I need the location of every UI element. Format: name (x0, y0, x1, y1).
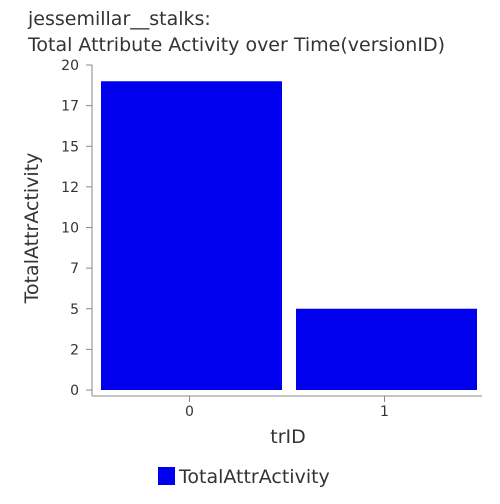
y-axis-label: TotalAttrActivity (21, 153, 43, 305)
bar-1 (296, 308, 477, 390)
y-axis: 0 2 5 7 10 12 15 17 20 (61, 58, 93, 399)
bars (101, 81, 477, 390)
legend-label: TotalAttrActivity (178, 466, 330, 488)
bar-0 (101, 81, 282, 390)
y-tick-label: 17 (61, 99, 79, 115)
y-tick-label: 7 (70, 261, 79, 277)
x-axis-label: trID (270, 426, 306, 448)
legend: TotalAttrActivity (158, 466, 330, 488)
chart-title-line-1: jessemillar__stalks: (27, 8, 211, 30)
y-tick-label: 20 (61, 58, 79, 74)
y-tick-label: 10 (61, 221, 79, 237)
legend-swatch (158, 467, 175, 485)
y-tick-label: 0 (70, 383, 79, 399)
y-tick-label: 12 (61, 180, 79, 196)
y-tick-label: 5 (70, 302, 79, 318)
y-tick-label: 2 (70, 342, 79, 358)
chart-title-line-2: Total Attribute Activity over Time(versi… (27, 34, 445, 56)
y-tick-label: 15 (61, 139, 79, 155)
x-tick-label: 0 (185, 404, 194, 420)
x-tick-label: 1 (380, 404, 389, 420)
